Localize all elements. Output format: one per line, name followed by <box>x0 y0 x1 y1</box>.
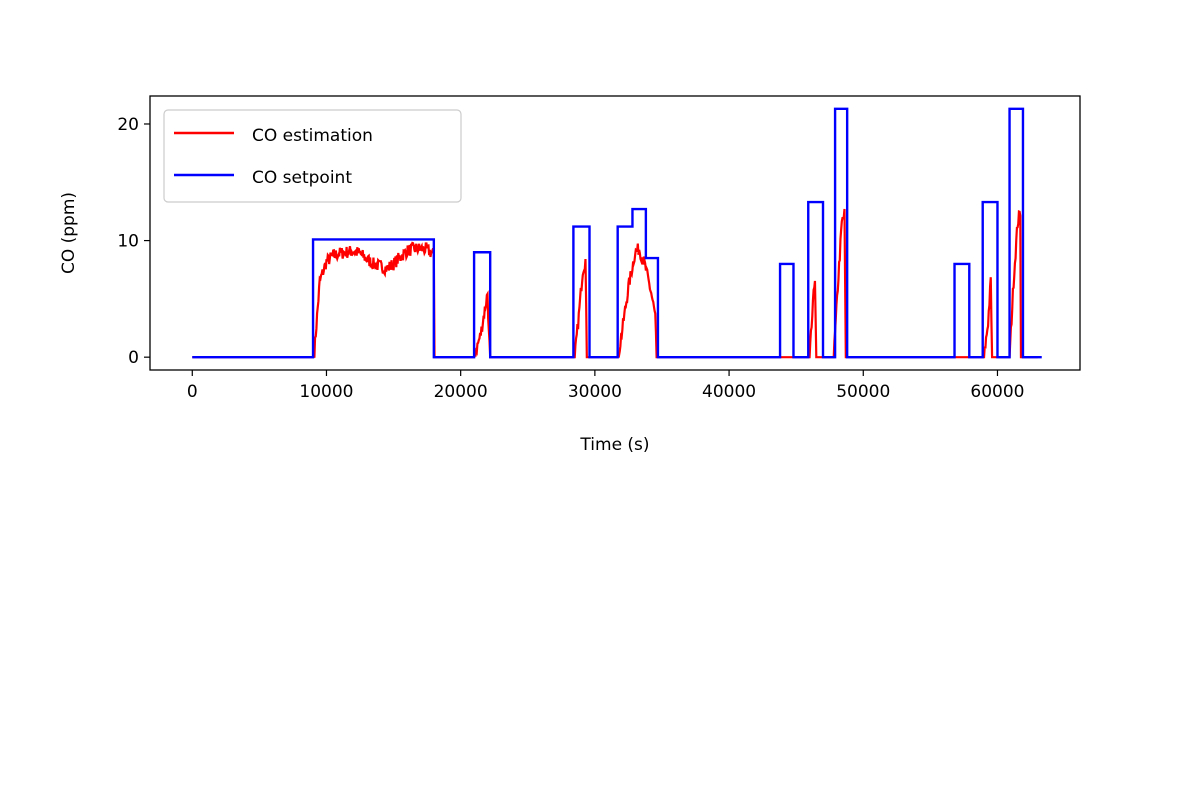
x-tick-label: 40000 <box>702 382 756 402</box>
y-tick-label: 10 <box>117 232 139 252</box>
series-line-co-setpoint <box>192 107 1042 359</box>
x-tick-label: 20000 <box>434 382 488 402</box>
legend-label-co-estimation: CO estimation <box>252 126 373 146</box>
x-tick-label: 0 <box>187 382 198 402</box>
y-tick-label: 0 <box>128 348 139 368</box>
x-axis: 0 10000 20000 30000 40000 50000 60000 <box>187 370 1025 402</box>
legend-box <box>163 109 462 203</box>
x-tick-label: 60000 <box>970 382 1024 402</box>
plot-frame <box>149 95 1081 371</box>
y-axis-label: CO (ppm) <box>59 192 79 274</box>
x-tick-label: 30000 <box>568 382 622 402</box>
legend: CO estimation CO setpoint <box>163 109 462 203</box>
x-tick-label: 50000 <box>836 382 890 402</box>
legend-label-co-setpoint: CO setpoint <box>252 168 352 188</box>
x-tick-label: 10000 <box>299 382 353 402</box>
y-axis: 0 10 20 <box>117 115 150 368</box>
y-tick-label: 20 <box>117 115 139 135</box>
x-axis-label: Time (s) <box>579 435 649 455</box>
series-layer <box>192 107 1042 359</box>
